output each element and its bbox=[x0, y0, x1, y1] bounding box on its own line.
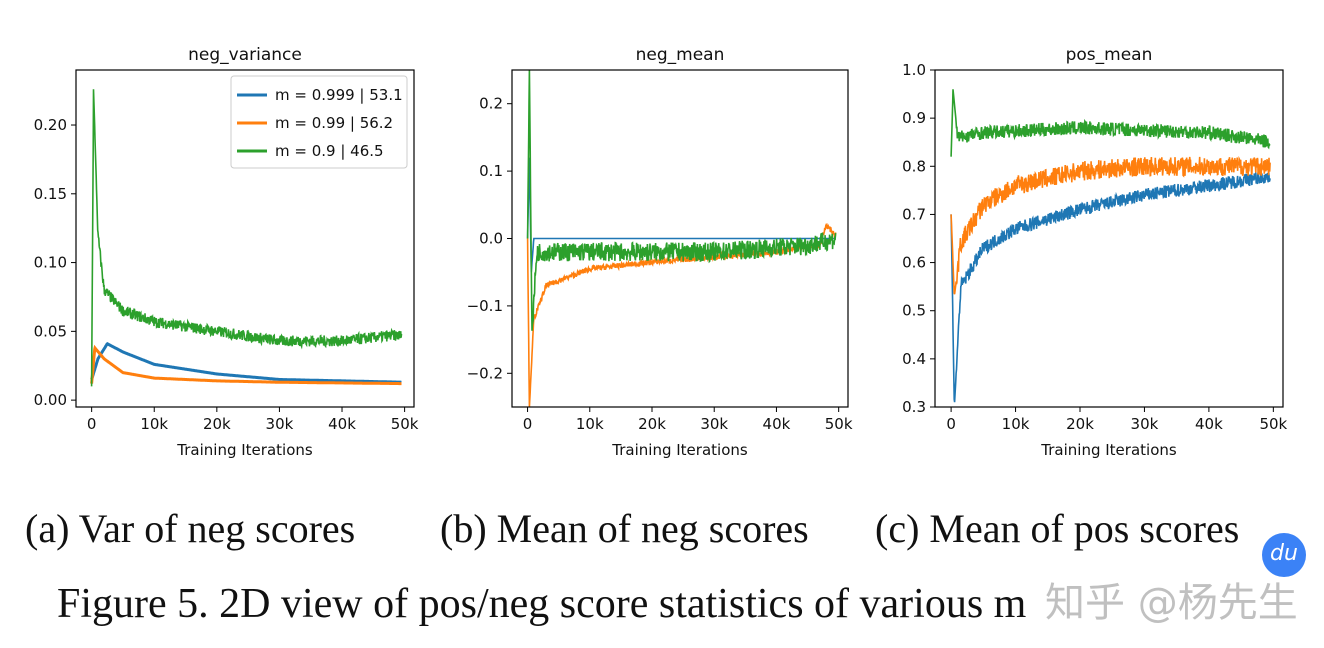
chart-title: neg_mean bbox=[636, 45, 725, 65]
y-tick-label: 0.4 bbox=[902, 350, 926, 368]
y-tick-label: 0.15 bbox=[34, 185, 67, 203]
legend-label: m = 0.999 | 53.1 bbox=[275, 86, 403, 104]
y-tick-label: 0.00 bbox=[34, 391, 67, 409]
y-tick-label: 0.7 bbox=[902, 205, 926, 223]
caption-b: (b) Mean of neg scores bbox=[440, 506, 809, 551]
caption-a: (a) Var of neg scores bbox=[25, 506, 356, 551]
y-tick-label: 0.6 bbox=[902, 254, 926, 272]
y-tick-label: 0.0 bbox=[479, 230, 503, 248]
axes-frame bbox=[934, 69, 1284, 408]
x-tick-label: 50k bbox=[825, 415, 853, 433]
watermark: 知乎 @杨先生 bbox=[1045, 580, 1298, 626]
y-tick-label: 0.3 bbox=[902, 398, 926, 416]
figure-caption: Figure 5. 2D view of pos/neg score stati… bbox=[57, 581, 1027, 627]
y-tick-label: 0.5 bbox=[902, 302, 926, 320]
series-line-1 bbox=[90, 344, 402, 386]
x-tick-label: 50k bbox=[391, 415, 419, 433]
x-tick-label: 10k bbox=[1002, 415, 1030, 433]
y-tick-label: 1.0 bbox=[902, 61, 926, 79]
y-tick-label: 0.2 bbox=[479, 95, 503, 113]
series-line-2 bbox=[90, 89, 403, 387]
x-tick-label: 50k bbox=[1259, 415, 1287, 433]
series-line-1 bbox=[950, 155, 1271, 295]
x-tick-label: 10k bbox=[140, 415, 168, 433]
y-tick-label: 0.9 bbox=[902, 109, 926, 127]
x-tick-label: 30k bbox=[700, 415, 728, 433]
series-line-2 bbox=[950, 89, 1271, 157]
chart-0: neg_variance Training Iterations 0 10k 20k 30… bbox=[34, 45, 419, 459]
legend-box bbox=[230, 75, 408, 169]
y-tick-label: −0.2 bbox=[467, 364, 503, 382]
series-line-2 bbox=[526, 70, 837, 331]
legend-label: m = 0.9 | 46.5 bbox=[275, 142, 384, 160]
x-tick-label: 40k bbox=[1195, 415, 1223, 433]
y-tick-label: 0.20 bbox=[34, 116, 67, 134]
x-tick-label: 20k bbox=[203, 415, 231, 433]
x-tick-label: 30k bbox=[1131, 415, 1159, 433]
x-tick-label: 10k bbox=[576, 415, 604, 433]
y-tick-label: −0.1 bbox=[467, 297, 503, 315]
x-tick-label: 20k bbox=[1066, 415, 1094, 433]
chart-1: neg_mean Training Iterations 0 10k 20k 30k 40k… bbox=[467, 45, 853, 459]
x-tick-label: 0 bbox=[523, 415, 533, 433]
y-tick-label: 0.8 bbox=[902, 157, 926, 175]
chart-title: pos_mean bbox=[1066, 45, 1153, 65]
y-tick-label: 0.05 bbox=[34, 322, 67, 340]
series-line-0 bbox=[950, 169, 1271, 403]
y-tick-label: 0.1 bbox=[479, 162, 503, 180]
y-tick-label: 0.10 bbox=[34, 254, 67, 272]
plot-area bbox=[526, 70, 837, 407]
x-tick-label: 0 bbox=[946, 415, 956, 433]
series-line-0 bbox=[526, 157, 836, 273]
plot-area bbox=[950, 89, 1271, 403]
x-tick-label: 0 bbox=[87, 415, 97, 433]
x-axis-label: Training Iterations bbox=[176, 441, 313, 459]
x-axis-label: Training Iterations bbox=[611, 441, 748, 459]
x-tick-label: 30k bbox=[266, 415, 294, 433]
axes-frame bbox=[75, 69, 415, 408]
x-tick-label: 40k bbox=[763, 415, 791, 433]
legend-label: m = 0.99 | 56.2 bbox=[275, 114, 393, 132]
legend: m = 0.999 | 53.1 m = 0.99 | 56.2 m = 0.9 |… bbox=[230, 75, 408, 169]
chart-2: pos_mean Training Iterations 0 10k 20k 30k 40k… bbox=[902, 45, 1287, 459]
caption-c: (c) Mean of pos scores bbox=[875, 506, 1240, 551]
x-tick-label: 40k bbox=[328, 415, 356, 433]
x-axis-label: Training Iterations bbox=[1040, 441, 1177, 459]
x-tick-label: 20k bbox=[638, 415, 666, 433]
du-badge[interactable]: du bbox=[1262, 533, 1306, 577]
plot-area bbox=[90, 89, 403, 387]
chart-title: neg_variance bbox=[188, 45, 302, 65]
series-line-0 bbox=[90, 342, 402, 384]
